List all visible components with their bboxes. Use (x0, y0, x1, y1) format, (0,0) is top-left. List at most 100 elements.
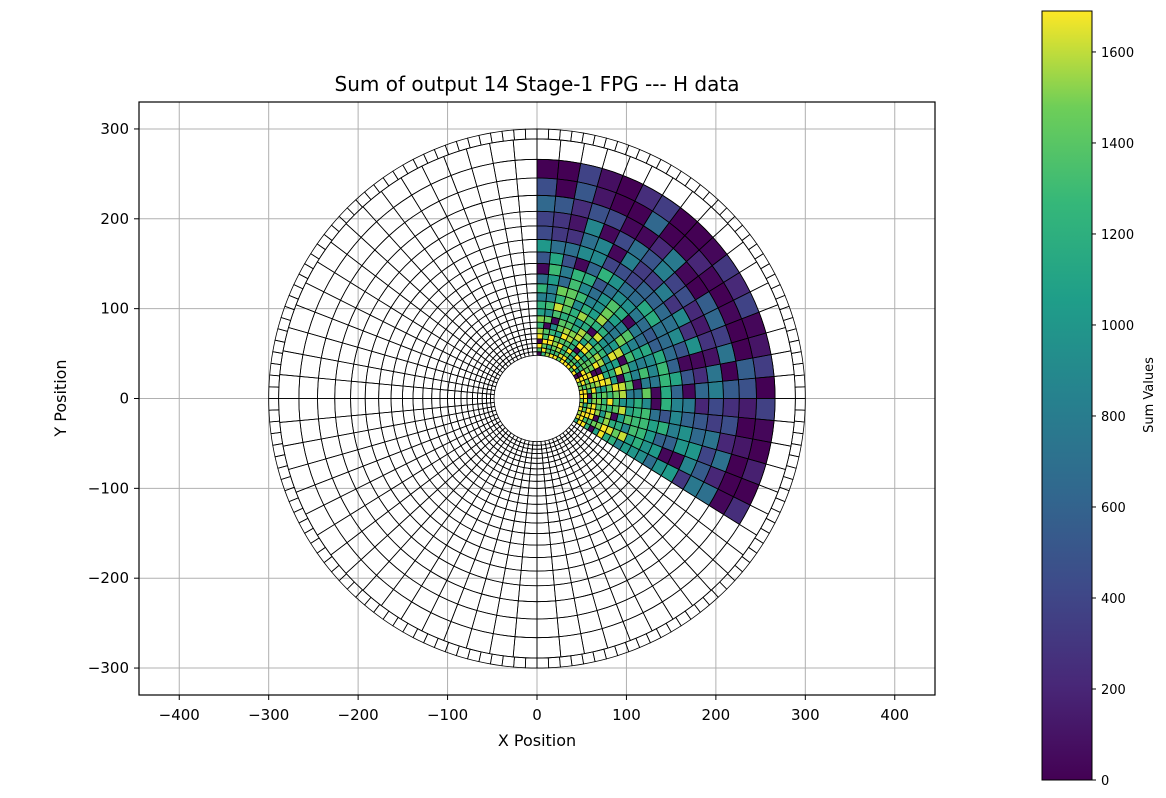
detector-cell (425, 449, 441, 465)
detector-cell (570, 130, 585, 144)
detector-cell (453, 255, 473, 275)
detector-cell (429, 346, 444, 361)
detector-cell (269, 362, 282, 377)
detector-cell (719, 573, 736, 590)
heatmap-cell (537, 300, 546, 310)
heatmap-cell (752, 354, 775, 379)
detector-cell (634, 496, 655, 517)
heatmap-cell (550, 317, 560, 326)
detector-cell (514, 158, 538, 180)
detector-cell (587, 449, 599, 461)
detector-cell (710, 199, 728, 216)
heatmap-cell (619, 398, 627, 407)
heatmap-cell (710, 449, 732, 472)
detector-cell (628, 472, 645, 491)
heatmap-cell (673, 438, 690, 456)
detector-cell (536, 657, 550, 669)
heatmap-cell (641, 398, 652, 410)
detector-cell (587, 475, 602, 490)
detector-cell (449, 438, 462, 451)
detector-cell (773, 374, 796, 399)
y-tick-label: −300 (88, 659, 129, 677)
detector-cell (587, 495, 603, 511)
detector-cell (559, 655, 573, 668)
x-tick-label: 200 (702, 706, 731, 724)
detector-cell (765, 507, 781, 524)
detector-cell (422, 463, 439, 481)
detector-cell (465, 249, 485, 268)
detector-cell (748, 243, 764, 260)
detector-cell (567, 429, 575, 437)
heatmap-cell (602, 370, 611, 380)
detector-cell (424, 535, 448, 559)
detector-cell (466, 398, 474, 406)
detector-cell (374, 534, 402, 562)
detector-cell (602, 452, 616, 465)
heatmap-cell (555, 178, 578, 199)
detector-cell (396, 434, 413, 452)
colorbar-ticks: 0 200 400 600 800 1000 1200 1400 1600 (1092, 46, 1134, 789)
heatmap-cell (667, 327, 685, 346)
detector-cell (668, 560, 698, 590)
detector-cell (624, 506, 645, 527)
x-tick-label: 0 (532, 706, 542, 724)
heatmap-cell (586, 388, 592, 394)
detector-cell (658, 548, 686, 575)
detector-cell (591, 503, 609, 521)
detector-cell (443, 422, 455, 435)
heatmap-cell (699, 237, 728, 266)
detector-cell (337, 342, 359, 365)
detector-cell (476, 487, 491, 502)
detector-cell (431, 322, 447, 339)
detector-cell (437, 481, 455, 499)
detector-cell (615, 595, 644, 623)
heatmap-cell (551, 226, 569, 243)
detector-cell (499, 360, 507, 368)
detector-cell (464, 458, 478, 472)
detector-cell (298, 375, 319, 399)
heatmap-cell (552, 310, 562, 319)
heatmap-cell (638, 367, 650, 380)
detector-cell (278, 374, 301, 399)
detector-cell (675, 610, 692, 627)
detector-cell (390, 398, 404, 413)
detector-cell (460, 391, 468, 399)
detector-cell (404, 210, 432, 237)
detector-cell (484, 345, 495, 356)
heatmap-cell (684, 442, 703, 461)
detector-cell (547, 128, 561, 141)
heatmap-cell (605, 404, 613, 413)
detector-cell (412, 153, 429, 169)
heatmap-cell (624, 406, 634, 417)
y-tick-label: 200 (100, 210, 129, 228)
detector-cell (323, 496, 351, 525)
detector-cell (376, 455, 396, 476)
detector-cell (465, 529, 485, 548)
heatmap-cell (694, 382, 709, 399)
heatmap-cell (613, 263, 633, 282)
detector-cell (482, 321, 495, 333)
detector-cell (574, 492, 589, 507)
detector-cell (412, 386, 424, 399)
detector-cell (536, 128, 550, 140)
detector-cell (626, 570, 654, 597)
heatmap-cell (541, 343, 548, 349)
detector-cell (536, 452, 543, 459)
heatmap-cell (682, 383, 696, 399)
detector-cell (404, 560, 432, 587)
detector-cell (770, 350, 795, 377)
detector-cell (284, 294, 299, 311)
detector-cell (346, 199, 364, 216)
heatmap-cell (601, 392, 608, 399)
detector-cell (489, 139, 516, 164)
heatmap-cell (670, 384, 683, 399)
heatmap-cell (644, 310, 662, 328)
detector-cell (513, 510, 527, 523)
heatmap-cell (635, 225, 659, 250)
detector-cell (596, 603, 624, 630)
detector-cell (454, 390, 462, 399)
detector-cell (775, 486, 790, 503)
detector-cell (376, 207, 406, 237)
heatmap-cell (632, 407, 642, 418)
heatmap-cell (577, 163, 603, 187)
